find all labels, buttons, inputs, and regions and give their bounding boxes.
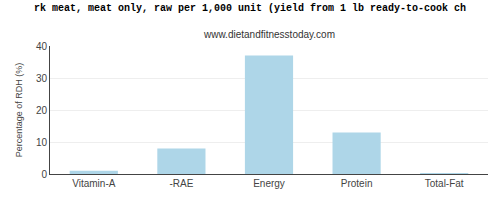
svg-text:Energy: Energy <box>253 178 285 189</box>
svg-text:Vitamin-A: Vitamin-A <box>72 178 115 189</box>
svg-text:-RAE: -RAE <box>169 178 193 189</box>
svg-text:Total-Fat: Total-Fat <box>425 178 464 189</box>
svg-text:10: 10 <box>36 137 48 148</box>
svg-text:Protein: Protein <box>341 178 373 189</box>
svg-text:40: 40 <box>36 41 48 52</box>
svg-text:Percentage of RDH (%): Percentage of RDH (%) <box>14 63 24 158</box>
svg-text:rk meat, meat only, raw per 1,: rk meat, meat only, raw per 1,000 unit (… <box>34 3 466 14</box>
svg-text:30: 30 <box>36 73 48 84</box>
svg-text:www.dietandfitnesstoday.com: www.dietandfitnesstoday.com <box>203 29 335 40</box>
svg-text:0: 0 <box>41 169 47 180</box>
svg-text:20: 20 <box>36 105 48 116</box>
